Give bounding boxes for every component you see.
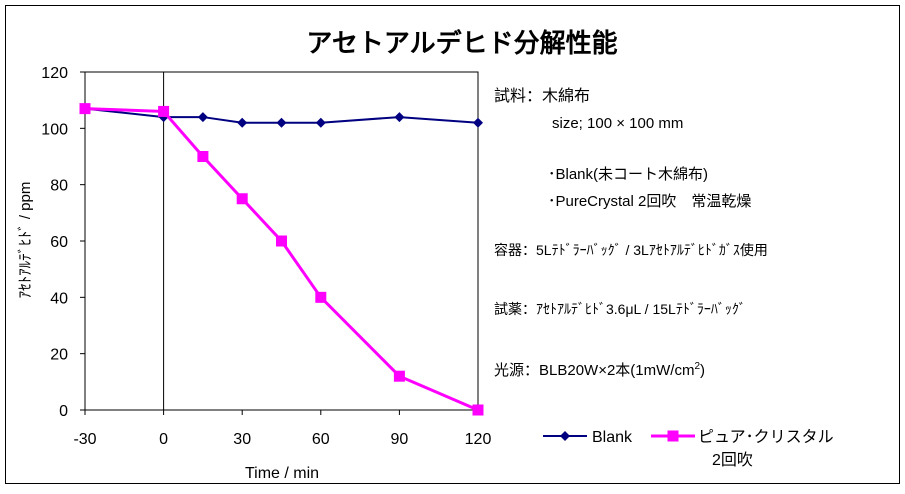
series-line-1 [84,107,479,412]
data-point-0 [197,112,208,123]
legend-label-blank: Blank [592,429,633,446]
legend-label-pure-line2: 2回吹 [712,451,753,469]
series-1 [79,103,484,416]
annotation-reagent: 試薬：ｱｾﾄｱﾙﾃﾞﾋﾄﾞ3.6μL / 15Lﾃﾄﾞﾗｰﾊﾞｯｸﾞ [494,301,746,317]
y-tick-label: 40 [50,290,68,307]
legend-marker-pure [667,430,679,442]
data-point-0 [276,117,287,128]
data-point-1 [393,370,405,382]
annotation-size: size; 100 × 100 mm [552,115,684,132]
y-tick-label: 100 [41,121,68,138]
data-point-1 [315,291,327,303]
y-tick-label: 80 [50,178,68,195]
data-point-0 [473,117,483,128]
axes: 0 20 40 60 80 100 120 -30 0 30 60 90 120 [41,65,491,448]
legend-marker-blank [560,431,570,441]
data-point-1 [472,404,484,416]
x-tick-label: 60 [312,431,330,448]
data-point-1 [197,151,209,162]
x-tick-label: 0 [159,431,168,448]
series-layer [79,103,484,416]
y-axis-label: ｱｾﾄｱﾙﾃﾞﾋﾄﾞ / ppm [17,182,34,299]
x-tick-label: 30 [233,431,251,448]
x-tick-label: 120 [465,431,492,448]
data-point-1 [236,193,248,205]
annotation-container: 容器：5Lﾃﾄﾞﾗｰﾊﾞｯｸﾞ / 3Lｱｾﾄｱﾙﾃﾞﾋﾄﾞｶﾞｽ使用 [494,242,768,258]
annotation-light: 光源：BLB20W×2本(1mW/cm2) [494,358,705,380]
data-point-1 [79,103,91,115]
data-point-0 [315,117,326,128]
annotation-blank: ･Blank(未コート木綿布) [548,166,709,183]
x-tick-label: 90 [391,431,409,448]
light-text: 光源：BLB20W×2本(1mW/cm [494,362,695,379]
annotation-pure: ･PureCrystal 2回吹 常温乾燥 [548,193,752,210]
legend-label-pure: ピュア･クリスタル [698,428,834,446]
annotation-sample: 試料：木綿布 [494,88,591,105]
x-tick-label: -30 [73,431,96,448]
legend: Blank ピュア･クリスタル 2回吹 [543,428,834,469]
data-point-1 [276,235,287,247]
y-tick-label: 60 [50,234,68,251]
x-axis-label: Time / min [245,465,319,482]
light-sup: 2 [694,361,701,372]
y-tick-label: 20 [50,347,68,364]
chart-title: アセトアルデヒド分解性能 [306,28,617,58]
y-tick-label: 0 [59,403,68,420]
data-point-0 [237,117,248,128]
y-tick-label: 120 [41,65,68,82]
data-point-0 [394,112,405,123]
data-point-1 [158,105,170,117]
light-suffix: ) [700,362,706,379]
